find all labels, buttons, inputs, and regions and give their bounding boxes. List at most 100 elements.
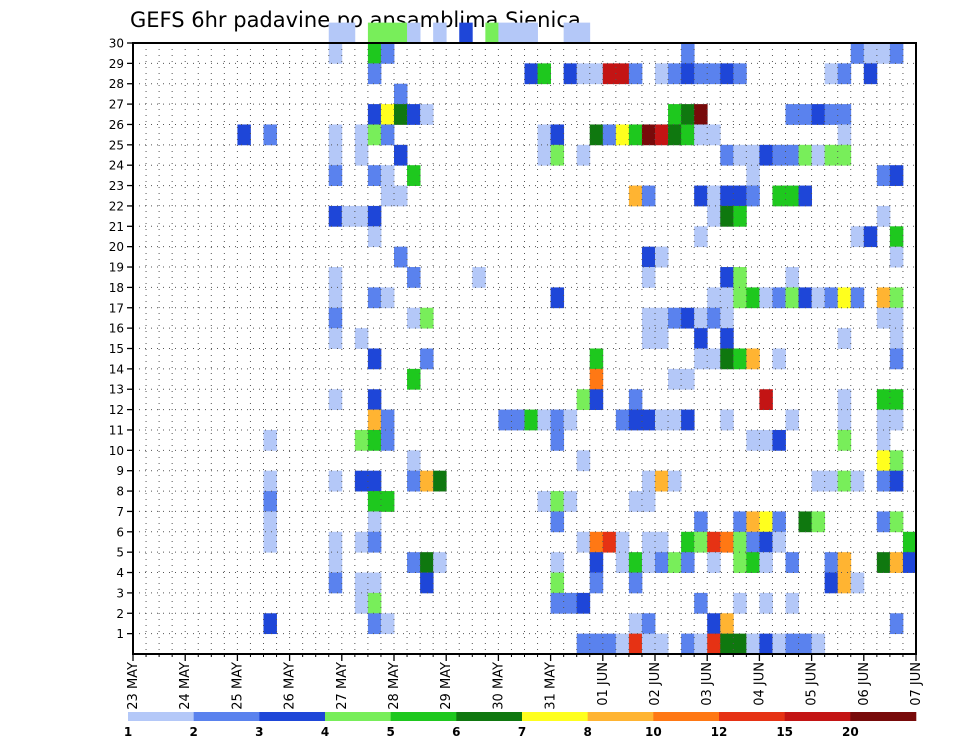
heatmap-cell — [733, 185, 747, 207]
y-tick-label: 22 — [109, 199, 124, 213]
heatmap-cell — [628, 185, 643, 207]
heatmap-cell — [785, 267, 799, 288]
heatmap-cell — [694, 511, 708, 533]
heatmap-cell — [863, 43, 878, 64]
axes: 1234567891011121314151617181920212223242… — [109, 37, 924, 710]
heatmap-cell — [576, 63, 591, 85]
heatmap-cell — [876, 470, 891, 492]
heatmap-cell — [367, 104, 382, 125]
heatmap-cell — [420, 552, 434, 573]
heatmap-cell — [733, 633, 747, 655]
heatmap-cell — [615, 124, 630, 146]
heatmap-cell — [772, 185, 786, 207]
heatmap-cell — [720, 409, 734, 431]
heatmap-cell — [746, 531, 760, 553]
y-tick-label: 7 — [116, 505, 124, 519]
heatmap-cell — [641, 409, 656, 431]
x-tick-label: 26 MAY — [283, 662, 298, 710]
heatmap-cell — [668, 104, 682, 125]
heatmap-cell — [537, 144, 551, 166]
heatmap-cell — [876, 429, 891, 451]
heatmap-cell — [837, 429, 852, 451]
y-tick-label: 3 — [116, 586, 124, 600]
heatmap-cell — [746, 348, 760, 370]
heatmap-cell — [759, 552, 773, 573]
heatmap-cell — [459, 22, 473, 44]
heatmap-cell — [824, 287, 839, 309]
heatmap-cell — [772, 287, 786, 309]
heatmap-cell — [876, 307, 891, 329]
heatmap-cell — [537, 124, 551, 146]
y-tick-label: 26 — [109, 118, 124, 132]
heatmap-cell — [720, 144, 734, 166]
heatmap-cell — [602, 633, 617, 655]
heatmap-cell — [889, 389, 904, 410]
heatmap-cell — [433, 552, 447, 573]
heatmap-cell — [407, 267, 421, 288]
heatmap-cell — [876, 165, 891, 186]
heatmap-cell — [328, 531, 343, 553]
heatmap-cell — [889, 613, 904, 635]
heatmap-cell — [733, 267, 747, 288]
heatmap-cell — [380, 124, 395, 146]
heatmap-cell — [407, 450, 421, 472]
heatmap-cell — [707, 613, 721, 635]
legend-swatch — [784, 712, 851, 721]
heatmap-cell — [589, 389, 604, 410]
heatmap-cell — [746, 633, 760, 655]
y-tick-label: 16 — [109, 322, 124, 336]
heatmap-cell — [472, 267, 486, 288]
heatmap-cell — [433, 22, 447, 44]
heatmap-cell — [746, 144, 760, 166]
x-tick-label: 06 JUN — [857, 662, 872, 706]
heatmap-cell — [524, 63, 538, 85]
heatmap-cell — [733, 511, 747, 533]
y-tick-label: 24 — [109, 159, 124, 173]
heatmap-cell — [367, 389, 382, 410]
heatmap-cell — [902, 531, 917, 553]
y-tick-label: 18 — [109, 281, 124, 295]
heatmap-cell — [485, 22, 499, 44]
heatmap-cell — [889, 287, 904, 309]
heatmap-cell — [563, 491, 578, 512]
heatmap-cell — [420, 348, 434, 370]
heatmap-cell — [707, 63, 721, 85]
heatmap-cell — [720, 287, 734, 309]
y-tick-label: 5 — [116, 546, 124, 560]
heatmap-cell — [759, 511, 773, 533]
y-tick-label: 4 — [116, 566, 124, 580]
legend-swatch — [522, 712, 588, 721]
heatmap-cell — [563, 592, 578, 614]
heatmap-cell — [772, 511, 786, 533]
heatmap-cell — [707, 185, 721, 207]
heatmap-cell — [394, 83, 408, 105]
heatmap-cell — [550, 409, 565, 431]
y-tick-label: 8 — [116, 485, 124, 499]
heatmap-cell — [328, 267, 343, 288]
heatmap-cell — [367, 531, 382, 553]
heatmap-cell — [328, 389, 343, 410]
heatmap-cell — [367, 43, 382, 64]
heatmap-cell — [524, 409, 538, 431]
heatmap-cell — [837, 104, 852, 125]
heatmap-cell — [641, 552, 656, 573]
heatmap-cell — [746, 165, 760, 186]
x-tick-label: 05 JUN — [805, 662, 820, 706]
x-tick-label: 03 JUN — [700, 662, 715, 706]
legend-level-label: 7 — [518, 725, 526, 739]
y-tick-label: 15 — [109, 342, 124, 356]
heatmap-cell — [628, 491, 643, 512]
heatmap-cell — [367, 409, 382, 431]
heatmap-cell — [668, 307, 682, 329]
heatmap-cell — [811, 511, 826, 533]
heatmap-cell — [889, 409, 904, 431]
color-legend: 1 2 3 4 5 6 7 8 10 12 15 20 — [124, 712, 917, 739]
y-tick-label: 30 — [109, 37, 124, 51]
heatmap-cell — [563, 22, 578, 44]
heatmap-cell — [694, 63, 708, 85]
heatmap-cell — [850, 287, 865, 309]
heatmap-cell — [850, 470, 865, 492]
heatmap-cells — [237, 22, 917, 655]
heatmap-cell — [641, 307, 656, 329]
heatmap-cell — [550, 592, 565, 614]
